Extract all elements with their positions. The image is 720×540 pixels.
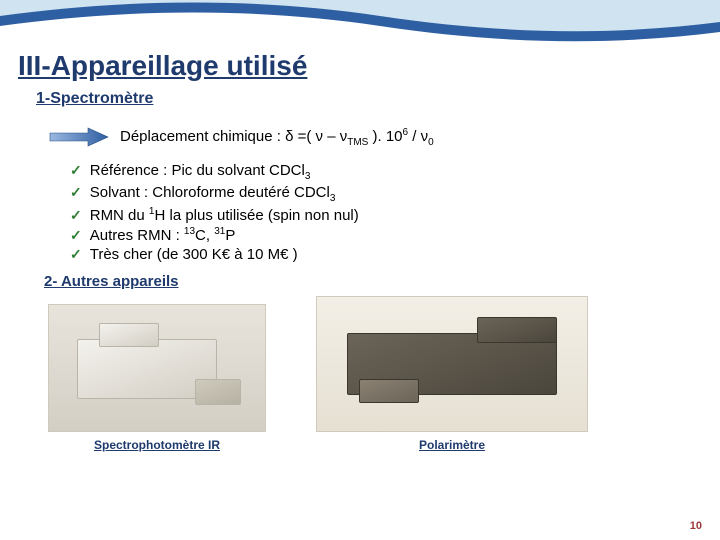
nu3: ν <box>421 128 429 145</box>
page-title: III-Appareillage utilisé <box>18 50 702 82</box>
list-item: ✓ Référence : Pic du solvant CDCl3 <box>70 162 702 182</box>
bullet-text: Référence : Pic du solvant CDCl3 <box>90 162 311 182</box>
section-1-heading: 1-Spectromètre <box>36 90 702 108</box>
list-item: ✓ Très cher (de 300 K€ à 10 M€ ) <box>70 246 702 263</box>
section-2-heading: 2- Autres appareils <box>44 273 702 290</box>
chemical-shift-text: Déplacement chimique : δ =( ν – νTMS ). … <box>120 127 434 148</box>
list-item: ✓ Solvant : Chloroforme deutéré CDCl3 <box>70 184 702 204</box>
photos-row: Spectrophotomètre IR Polarimètre <box>48 296 702 452</box>
minus: – <box>323 128 340 145</box>
ir-photo <box>48 304 266 432</box>
check-icon: ✓ <box>70 246 82 263</box>
ir-caption: Spectrophotomètre IR <box>94 438 220 452</box>
slash: / <box>408 128 421 145</box>
zero-sub: 0 <box>428 137 434 148</box>
close-part: ). 10 <box>368 128 402 145</box>
chemical-shift-row: Déplacement chimique : δ =( ν – νTMS ). … <box>48 126 702 148</box>
check-icon: ✓ <box>70 184 82 201</box>
bullet-text: RMN du 1H la plus utilisée (spin non nul… <box>90 206 359 224</box>
bullet-text: Autres RMN : 13C, 31P <box>90 226 236 244</box>
photo-col-ir: Spectrophotomètre IR <box>48 304 266 452</box>
check-icon: ✓ <box>70 162 82 179</box>
polarimeter-caption: Polarimètre <box>419 438 485 452</box>
page-number: 10 <box>690 520 702 532</box>
tms-sub: TMS <box>347 137 368 148</box>
nu1: ν <box>316 128 324 145</box>
check-icon: ✓ <box>70 207 82 224</box>
polarimeter-photo <box>316 296 588 432</box>
arrow-bullet-icon <box>48 126 110 148</box>
bullet-text: Très cher (de 300 K€ à 10 M€ ) <box>90 246 298 263</box>
list-item: ✓ Autres RMN : 13C, 31P <box>70 226 702 244</box>
shift-label: Déplacement chimique : <box>120 128 285 145</box>
bullet-text: Solvant : Chloroforme deutéré CDCl3 <box>90 184 336 204</box>
eq-part: =( <box>293 128 315 145</box>
list-item: ✓ RMN du 1H la plus utilisée (spin non n… <box>70 206 702 224</box>
photo-col-polarimeter: Polarimètre <box>316 296 588 452</box>
check-icon: ✓ <box>70 227 82 244</box>
bullet-list: ✓ Référence : Pic du solvant CDCl3 ✓ Sol… <box>70 162 702 263</box>
